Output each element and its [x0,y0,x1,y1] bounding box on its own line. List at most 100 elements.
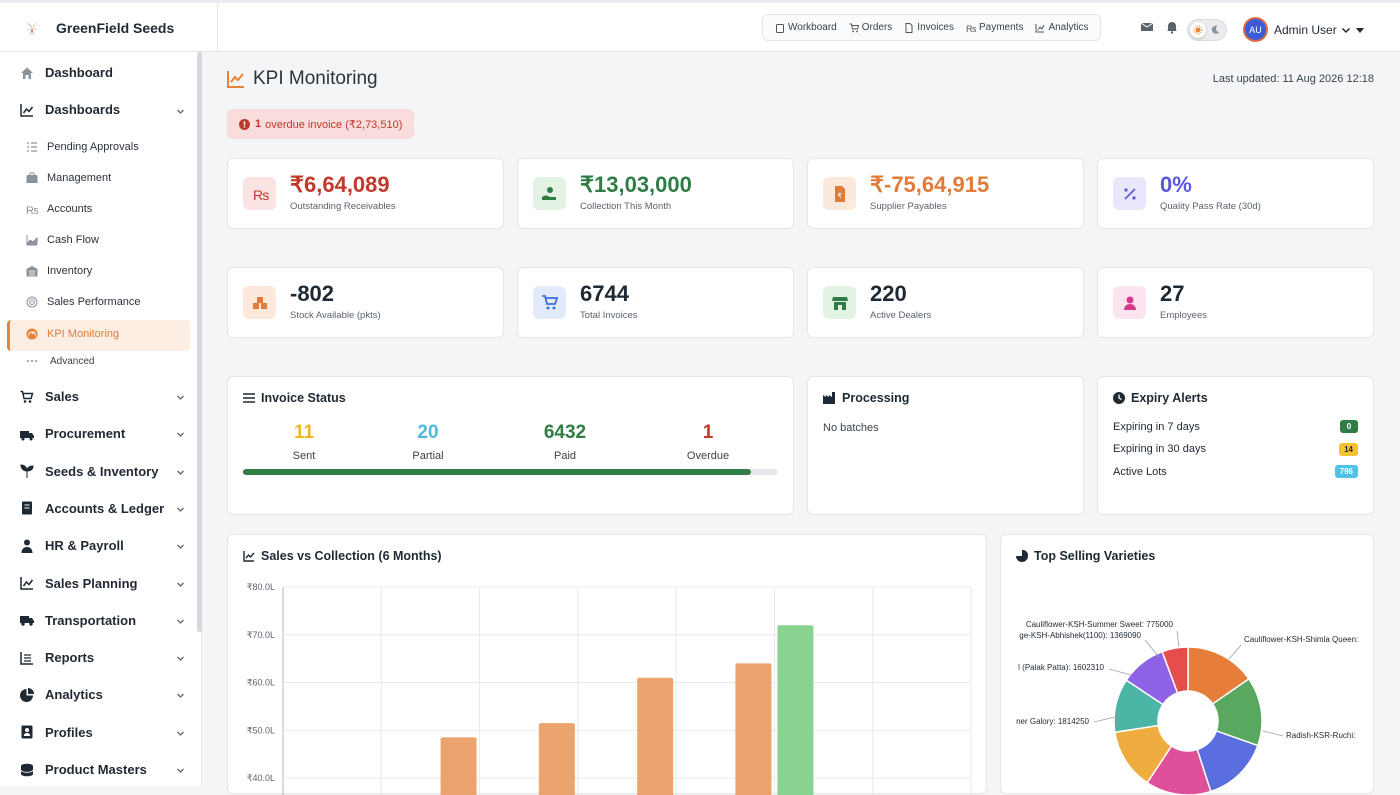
invoice-stat-overdue[interactable]: 1 Overdue [668,422,748,462]
sidebar-item-dashboards[interactable]: Dashboards [20,102,120,117]
theme-toggle[interactable] [1187,19,1227,41]
sidebar-label: Transportation [45,612,137,628]
card-title: Sales vs Collection (6 Months) [261,549,442,563]
chevron-down-icon [177,470,184,475]
expiry-count-badge: 796 [1334,465,1358,478]
pie-leader-line [1144,639,1160,658]
sidebar-item-dashboard[interactable]: Dashboard [20,65,113,80]
bar-series-0-4[interactable] [735,663,772,795]
nav-payments[interactable]: ₨ Payments [960,22,1029,33]
kpi-value: -802 [290,281,335,306]
chart-line-icon [20,103,34,117]
kpi-card[interactable]: ₹13,03,000 Collection This Month [517,158,794,229]
expiry-row[interactable]: Expiring in 7 days 0 [1113,420,1358,433]
kpi-card[interactable]: 6744 Total Invoices [517,267,794,338]
pie-leader-line [1093,716,1116,723]
store-icon [823,286,856,319]
nav-orders[interactable]: Orders [843,22,899,33]
briefcase-icon [26,172,38,184]
brand[interactable]: GreenField Seeds [0,3,218,52]
sidebar-label: Accounts & Ledger [45,500,165,516]
expiry-row[interactable]: Expiring in 30 days 14 [1113,442,1358,456]
sidebar-item-accounts[interactable]: ₨ Accounts [26,203,92,215]
sidebar-group-seeds-inventory[interactable]: Seeds & Inventory [20,464,158,479]
invoice-progress-bar [243,469,778,475]
stat-label: Paid [553,450,577,462]
nav-invoices[interactable]: Invoices [898,22,960,33]
user-menu[interactable]: AU Admin User [1243,17,1364,42]
sidebar-group-procurement[interactable]: Procurement [20,426,125,441]
pie-leader-line [1228,644,1242,660]
sidebar-label: Dashboards [45,102,121,117]
sidebar-item-management[interactable]: Management [26,172,111,184]
sidebar-item-inventory[interactable]: Inventory [26,265,92,277]
chevron-down-icon [177,432,184,438]
app-name: GreenField Seeds [56,19,175,36]
bar-series-0-2[interactable] [538,723,575,795]
gauge-icon [26,328,38,340]
invoice-status-card: Invoice Status 11 Sent 20 Partial 6432 Paid 1 O… [227,376,794,515]
expiry-count-badge: 14 [1339,442,1358,456]
bar-series-0-3[interactable] [637,677,674,795]
alert-circle-icon [239,118,250,130]
progress-fill [243,469,752,475]
alert-text: overdue invoice (₹2,73,510) [265,118,403,131]
kpi-card[interactable]: 0% Quality Pass Rate (30d) [1097,158,1374,229]
svg-text:₨: ₨ [966,24,976,33]
nav-analytics[interactable]: Analytics [1029,22,1094,33]
overdue-alert[interactable]: 1 overdue invoice (₹2,73,510) [227,109,415,139]
pie-slice-7[interactable] [1161,646,1189,694]
sidebar-item-pending-approvals[interactable]: Pending Approvals [26,141,139,153]
bar-series-1-4[interactable] [777,625,814,795]
kpi-card[interactable]: 220 Active Dealers [807,267,1084,338]
mail-icon[interactable] [1140,20,1154,34]
sidebar-group-analytics[interactable]: Analytics [20,687,103,702]
sidebar-item-kpi-monitoring[interactable]: KPI Monitoring [26,328,119,340]
sidebar-group-product-masters[interactable]: Product Masters [20,762,147,777]
expiry-count-badge: 0 [1340,420,1358,433]
bar-series-0-1[interactable] [440,737,477,795]
invoice-stat-sent[interactable]: 11 Sent [264,422,344,462]
list-icon [243,393,255,403]
nav-label: Workboard [788,22,837,33]
kpi-card[interactable]: 27 Employees [1097,267,1374,338]
sidebar-label: Product Masters [45,762,147,777]
sidebar-label: Inventory [47,265,93,277]
bell-icon[interactable] [1165,20,1179,34]
sidebar-group-accounts-ledger[interactable]: Accounts & Ledger [20,501,164,516]
pie-label: ner Galory: 1814250 [1016,717,1089,726]
svg-text:₨: ₨ [26,205,38,215]
kpi-value: ₹13,03,000 [580,172,692,197]
sidebar-label: Profiles [45,724,93,740]
stat-label: Overdue [686,450,730,462]
sidebar-scrollbar[interactable] [197,52,202,632]
sidebar-group-sales[interactable]: Sales [20,389,79,404]
kpi-card[interactable]: ₹ ₹-75,64,915 Supplier Payables [807,158,1084,229]
sidebar-item-sales-performance[interactable]: Sales Performance [26,296,141,308]
sidebar-group-transportation[interactable]: Transportation [20,613,136,628]
sidebar-group-hr-payroll[interactable]: HR & Payroll [20,538,124,553]
sidebar-group-profiles[interactable]: Profiles [20,725,93,740]
file-icon [905,22,913,33]
invoice-stat-partial[interactable]: 20 Partial [388,422,468,462]
sidebar-label: Seeds & Inventory [45,463,159,479]
last-updated: Last updated: 11 Aug 2026 12:18 [1212,73,1374,85]
kpi-card[interactable]: ₨ ₹6,64,089 Outstanding Receivables [227,158,504,229]
expiry-label: Active Lots [1113,465,1167,478]
active-item-highlight [7,320,190,351]
page-title-text: KPI Monitoring [253,68,378,89]
sidebar-group-sales-planning[interactable]: Sales Planning [20,576,137,591]
invoice-stat-paid[interactable]: 6432 Paid [525,422,605,462]
factory-icon [823,392,835,404]
stat-label: Sent [292,450,316,462]
ellipsis-icon [26,355,38,367]
nav-workboard[interactable]: Workboard [769,22,843,33]
expiry-row[interactable]: Active Lots 796 [1113,465,1358,478]
kpi-card[interactable]: -802 Stock Available (pkts) [227,267,504,338]
card-title: Expiry Alerts [1131,391,1208,405]
kpi-label: Quality Pass Rate (30d) [1160,201,1261,212]
sidebar-item-cash-flow[interactable]: Cash Flow [26,234,99,246]
sidebar-item-advanced[interactable]: Advanced [26,355,94,367]
sidebar-group-reports[interactable]: Reports [20,650,94,665]
pie-label: ge-KSH-Abhishek(1100): 1369090 [1019,631,1141,640]
